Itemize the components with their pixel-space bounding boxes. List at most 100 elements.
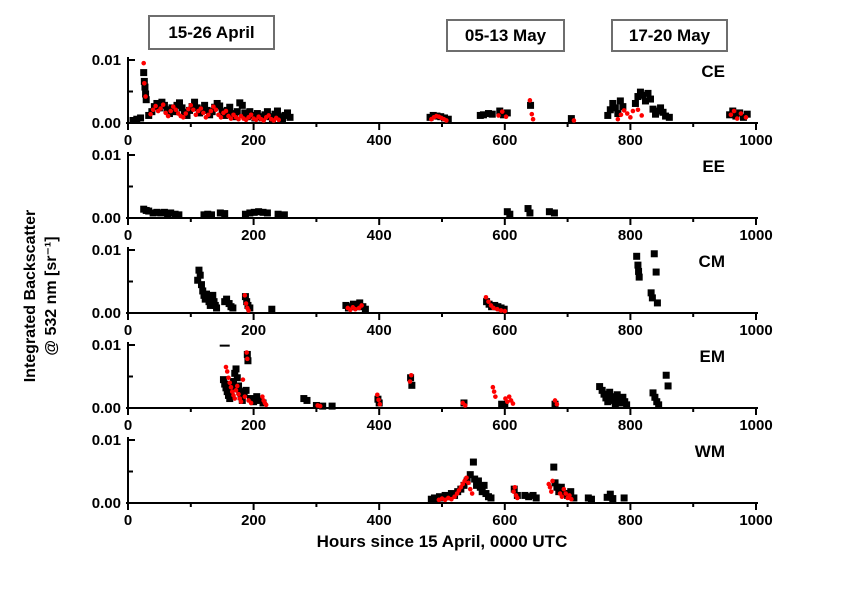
x-tick-label: 0: [124, 227, 132, 244]
data-point-black: [587, 495, 595, 503]
data-point-red: [483, 294, 489, 300]
data-point-red: [491, 305, 496, 311]
data-point-black: [229, 304, 237, 312]
data-point-black: [328, 402, 336, 410]
data-point-red: [490, 384, 496, 390]
data-point-red: [218, 115, 224, 120]
y-tick-label: 0.00: [92, 305, 121, 322]
data-point-red: [466, 480, 471, 486]
data-point-red: [183, 111, 189, 116]
panel-CM: 0 200 400 600 800 1000 0.01 0.00 CM: [92, 242, 773, 339]
panel-code-label: WM: [695, 442, 725, 461]
data-point-red: [550, 478, 555, 484]
data-point-red: [376, 397, 381, 403]
y-tick-label: 0.00: [92, 115, 121, 132]
data-point-black: [284, 109, 292, 117]
data-point-black: [167, 209, 175, 217]
data-point-red: [486, 299, 491, 304]
data-point-black: [662, 371, 670, 379]
data-point-black: [635, 267, 643, 275]
data-point-red: [569, 496, 574, 502]
data-point-black: [488, 110, 496, 118]
y-ticks: 0.01 0.00: [92, 147, 135, 227]
date-range-box-may2: 17-20 May: [611, 19, 728, 52]
x-tick-label: 200: [241, 322, 266, 339]
data-point-red: [554, 401, 560, 407]
data-point-black: [303, 396, 311, 404]
x-tick-label: 200: [241, 132, 266, 149]
data-point-red: [743, 115, 749, 120]
data-point-black: [611, 400, 619, 408]
data-point-black: [353, 303, 361, 311]
data-point-black: [501, 401, 509, 409]
data-point-black: [129, 116, 137, 124]
x-tick-label: 400: [367, 417, 392, 434]
data-point-black: [739, 113, 747, 121]
data-point-black: [273, 107, 281, 115]
data-point-red: [240, 377, 246, 382]
data-point-black: [263, 108, 271, 116]
y-tick-label: 0.00: [92, 400, 121, 417]
data-point-black: [221, 380, 229, 388]
data-point-black: [609, 495, 617, 503]
x-ticks: 0 200 400 600 800 1000: [124, 218, 773, 244]
data-point-black: [241, 109, 249, 117]
x-tick-label: 800: [618, 227, 643, 244]
data-point-red: [232, 396, 238, 401]
data-point-black: [653, 299, 661, 307]
data-point-red: [201, 110, 206, 116]
data-point-black: [178, 104, 186, 112]
data-point-black: [596, 383, 604, 391]
data-point-black: [255, 208, 263, 216]
panel-CE: 0 200 400 600 800 1000 0.01 0.00 CE: [92, 52, 773, 149]
data-point-black: [171, 210, 179, 218]
data-point-black: [496, 107, 504, 115]
data-point-black: [356, 299, 364, 307]
data-point-black: [506, 210, 514, 218]
data-point-black: [553, 483, 561, 491]
data-point-red: [180, 115, 186, 120]
data-point-red: [452, 494, 457, 500]
data-point-red: [163, 110, 168, 116]
x-tick-label: 1000: [739, 417, 772, 434]
data-point-black: [223, 295, 231, 303]
data-point-black: [659, 108, 667, 116]
black-square-points: [140, 205, 558, 219]
data-point-red: [266, 113, 271, 118]
data-point-black: [201, 101, 209, 109]
x-tick-label: 800: [618, 132, 643, 149]
data-point-red: [213, 107, 219, 113]
data-point-black: [551, 479, 559, 487]
data-point-red: [226, 375, 231, 381]
panel-code-label: EE: [702, 157, 725, 176]
data-point-black: [226, 395, 234, 403]
data-point-black: [191, 98, 199, 106]
data-point-black: [657, 104, 665, 112]
data-point-black: [606, 490, 614, 498]
data-point-black: [231, 369, 239, 377]
x-tick-label: 600: [492, 322, 517, 339]
data-point-red: [444, 118, 449, 123]
data-point-black: [149, 209, 157, 217]
data-point-red: [503, 114, 509, 119]
data-point-red: [498, 308, 504, 313]
data-point-red: [243, 301, 249, 306]
x-tick-label: 400: [367, 512, 392, 529]
data-point-red: [248, 400, 254, 406]
data-point-red: [160, 102, 166, 108]
data-point-black: [619, 393, 627, 401]
data-point-red: [153, 103, 158, 109]
date-range-box-april: 15-26 April: [148, 15, 275, 50]
data-point-black: [213, 304, 221, 312]
data-point-black: [263, 209, 271, 217]
data-point-black: [157, 209, 165, 217]
data-point-black: [557, 483, 565, 491]
data-point-black: [242, 386, 250, 394]
y-axis-title-line1: Integrated Backscatter: [22, 209, 40, 383]
data-point-red: [499, 109, 505, 114]
data-point-black: [604, 111, 612, 119]
data-point-black: [526, 209, 534, 217]
data-point-black: [606, 106, 614, 114]
data-point-red: [228, 384, 234, 390]
